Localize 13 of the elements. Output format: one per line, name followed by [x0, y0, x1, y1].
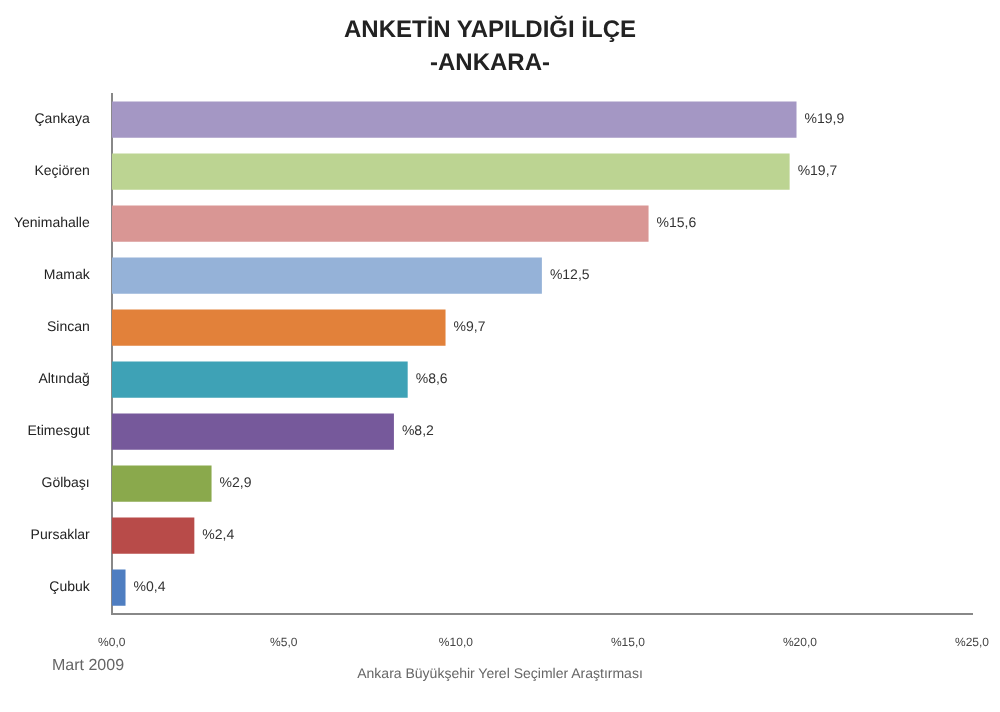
bar	[111, 465, 212, 502]
bar	[111, 153, 790, 190]
chart-title: ANKETİN YAPILDIĞI İLÇE	[343, 15, 637, 44]
bar	[111, 413, 394, 450]
chart-subtitle: -ANKARA-	[430, 47, 550, 76]
bar	[111, 101, 797, 138]
bar	[111, 205, 649, 242]
bar	[111, 361, 408, 398]
text: Mart 2009	[52, 656, 126, 675]
bar	[111, 569, 126, 606]
bar	[111, 517, 195, 554]
bar	[111, 309, 446, 346]
bar	[111, 257, 542, 294]
